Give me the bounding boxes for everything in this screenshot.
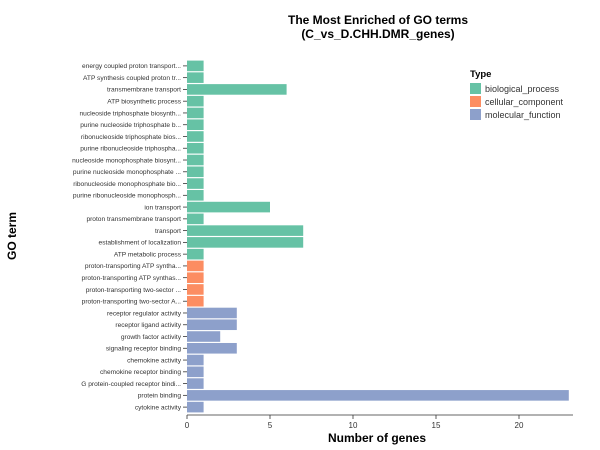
y-tick-label: signaling receptor binding — [106, 346, 181, 353]
bar — [187, 378, 204, 389]
y-tick-label: ATP metabolic process — [114, 251, 182, 258]
legend-title: Type — [470, 69, 491, 80]
bar — [187, 284, 204, 295]
bar — [187, 237, 304, 248]
y-axis-title: GO term — [5, 212, 19, 260]
bar — [187, 107, 204, 119]
bar — [187, 213, 204, 225]
legend-label: biological_process — [485, 84, 560, 94]
y-tick-label: transport — [155, 228, 181, 235]
bar — [187, 72, 204, 83]
y-tick-label: proton-transporting two-sector A... — [82, 299, 181, 306]
bar — [187, 342, 237, 354]
bar — [187, 295, 204, 307]
bar — [187, 201, 270, 213]
bar — [187, 401, 204, 413]
bars-group — [187, 60, 569, 413]
bar — [187, 272, 204, 283]
bar — [187, 178, 204, 189]
y-tick-label: nucleoside triphosphate biosynth... — [79, 110, 181, 117]
bar — [187, 166, 204, 178]
bar — [187, 142, 204, 154]
legend-swatch — [470, 96, 481, 107]
y-tick-label: chemokine activity — [127, 357, 182, 364]
y-tick-label: growth factor activity — [121, 334, 182, 341]
bar — [187, 331, 221, 342]
x-tick-label: 0 — [185, 421, 190, 430]
x-tick-label: 5 — [268, 421, 273, 430]
y-tick-label: purine nucleoside triphosphate b... — [80, 122, 181, 129]
bar — [187, 119, 204, 131]
x-axis-title: Number of genes — [328, 431, 426, 445]
y-tick-labels: energy coupled proton transport... ATP sy… — [72, 63, 187, 411]
y-tick-label: proton transmembrane transport — [86, 216, 181, 223]
bar — [187, 225, 304, 236]
y-tick-label: chemokine receptor binding — [100, 369, 181, 376]
y-tick-label: proton-transporting two-sector ... — [86, 287, 181, 294]
y-tick-label: receptor ligand activity — [115, 322, 181, 329]
bar — [187, 366, 204, 378]
bar — [187, 260, 204, 272]
y-tick-label: protein binding — [138, 393, 182, 400]
y-tick-label: nucleoside monophosphate biosynt... — [72, 157, 181, 164]
chart-title: The Most Enriched of GO terms — [288, 13, 468, 27]
bar — [187, 84, 287, 95]
y-tick-label: purine nucleoside monophosphate ... — [73, 169, 181, 176]
bar — [187, 60, 204, 72]
legend-swatch — [470, 109, 481, 120]
bar — [187, 190, 204, 201]
bar — [187, 307, 237, 319]
bar — [187, 248, 204, 260]
y-tick-label: ribonucleoside triphosphate bios... — [81, 134, 181, 141]
bar — [187, 131, 204, 142]
x-tick-label: 10 — [349, 421, 358, 430]
legend-label: molecular_function — [485, 110, 561, 120]
y-tick-label: ATP synthesis coupled proton tr... — [83, 75, 181, 82]
bar — [187, 319, 237, 331]
bar — [187, 154, 204, 166]
x-tick-labels: 0 5 10 15 20 — [185, 415, 524, 430]
y-tick-label: proton-transporting ATP synthas... — [82, 275, 182, 282]
y-tick-label: ion transport — [144, 204, 181, 211]
y-tick-label: ribonucleoside monophosphate bio... — [73, 181, 181, 188]
y-tick-label: G protein-coupled receptor bindi... — [81, 381, 181, 388]
bar — [187, 354, 204, 366]
y-tick-label: receptor regulator activity — [107, 310, 182, 317]
x-tick-label: 20 — [515, 421, 524, 430]
legend-swatch — [470, 83, 481, 94]
x-tick-label: 15 — [432, 421, 441, 430]
y-tick-label: cytokine activity — [135, 404, 182, 411]
chart-subtitle: (C_vs_D.CHH.DMR_genes) — [301, 27, 454, 41]
y-tick-label: energy coupled proton transport... — [82, 63, 181, 70]
bar — [187, 390, 569, 401]
y-tick-label: transmembrane transport — [107, 87, 181, 94]
y-tick-label: establishment of localization — [99, 240, 182, 247]
y-tick-label: proton-transporting ATP syntha... — [85, 263, 181, 270]
legend: Type biological_process cellular_componen… — [470, 69, 564, 120]
y-tick-label: purine ribonucleoside triphospha... — [80, 146, 181, 153]
y-tick-label: purine ribonucleoside monophosph... — [73, 193, 181, 200]
bar — [187, 95, 204, 107]
legend-label: cellular_component — [485, 97, 564, 107]
y-tick-label: ATP biosynthetic process — [107, 98, 181, 105]
